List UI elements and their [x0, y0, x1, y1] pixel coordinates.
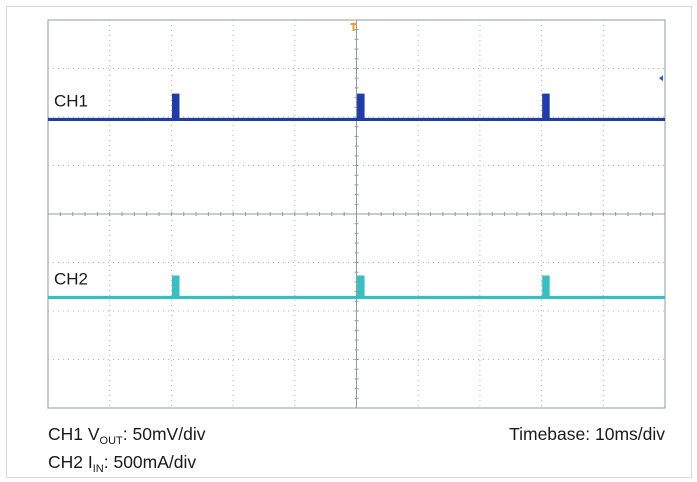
ch1-level-marker-icon: [659, 75, 663, 82]
trigger-marker-icon: [350, 23, 357, 31]
series-line-ch1: [48, 93, 665, 122]
timebase-caption: Timebase: 10ms/div: [509, 424, 665, 444]
series-label-ch2: CH2: [54, 269, 88, 288]
series-line-ch2: [48, 275, 665, 300]
ch2-caption: CH2 IIN: 500mA/div: [48, 452, 197, 475]
series-label-ch1: CH1: [54, 91, 88, 110]
ch1-caption: CH1 VOUT: 50mV/div: [48, 424, 206, 447]
